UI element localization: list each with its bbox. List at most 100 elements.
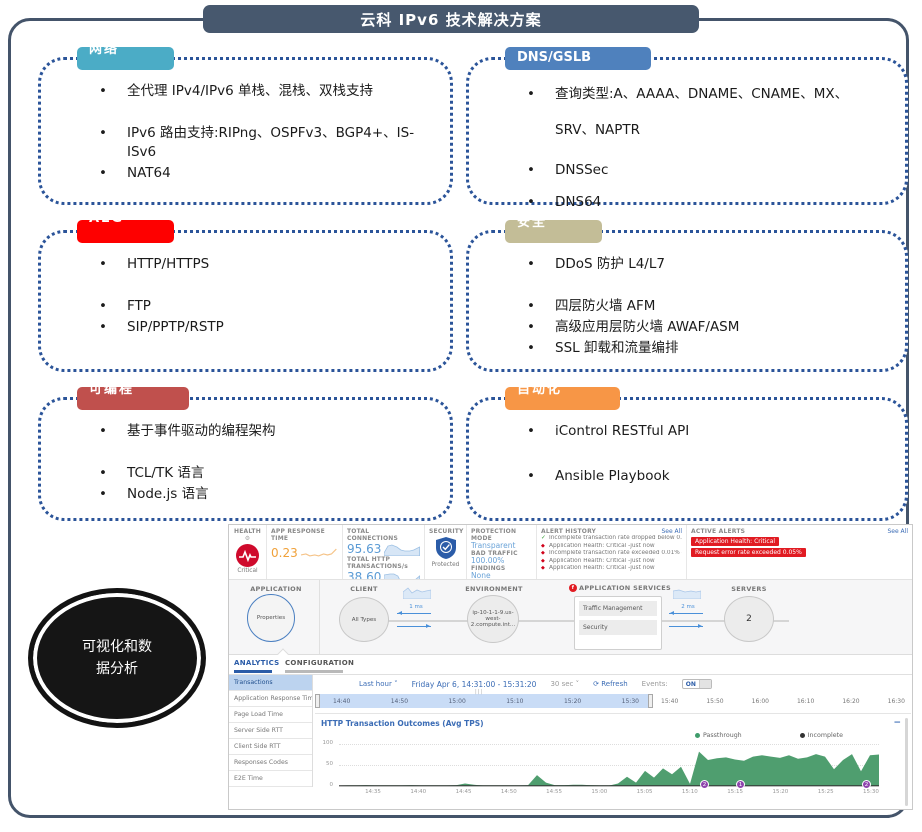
bullet-item: DNS64 [525,193,877,212]
servers-node[interactable]: 2 [724,596,774,642]
gear-icon[interactable]: ⚙ [244,535,251,542]
client-node[interactable]: All Types [339,597,389,642]
chevron-down-icon: ˅ [575,680,580,688]
legend-dot-green [695,733,700,738]
chevron-down-icon: ˅ [394,680,398,688]
event-marker[interactable]: 1 [736,780,745,789]
protection-mode-value: Transparent [471,541,516,550]
alert-history-item: Application Health: Critical -just now [549,542,655,549]
timeline-left-handle[interactable] [315,694,320,708]
visualization-callout-text: 可视化和数据分析 [82,639,152,677]
bullet-item: DNSSec [525,161,877,180]
x-axis-tick: 14:40 [410,789,427,795]
legend-item-passthrough: Passthrough [695,732,742,739]
environment-node[interactable]: ip-10-1-1-9.us-west-2.compute.int... [467,595,519,643]
bullet-item: SSL 卸载和流量编排 [525,339,877,358]
tab-configuration[interactable]: CONFIGURATION [285,659,355,673]
bullet-item: 全代理 IPv4/IPv6 单栈、混栈、双栈支持 [97,82,422,101]
tab-analytics[interactable]: ANALYTICS [234,659,280,673]
client-latency-value: 1 ms [409,604,423,610]
health-section: HEALTH ⚙ Critical [229,525,267,579]
x-axis-tick: 15:05 [636,789,653,795]
service-row-security[interactable]: Security [579,620,657,635]
chart-legend: Passthrough Incomplete [695,732,843,739]
sidebar-item-server-side-rtt[interactable]: Server Side RTT [229,723,312,739]
timeline-tick: 14:50 [390,697,409,705]
event-marker[interactable]: 2 [700,780,709,789]
timeline-selected-range[interactable]: 14:40 14:50 15:00 15:10 15:20 15:30 [319,694,653,708]
sidebar-item-page-load-time[interactable]: Page Load Time [229,707,312,723]
sidebar-item-e2e-time[interactable]: E2E Time [229,771,312,787]
health-status: Critical [237,568,258,574]
right-arrow-icon [397,624,431,628]
bullet-list: 全代理 IPv4/IPv6 单栈、混栈、双栈支持 IPv6 路由支持:RIPng… [41,60,450,183]
health-critical-icon [236,544,259,567]
bullet-list: iControl RESTful API Ansible Playbook [469,400,905,486]
x-axis-tick: 14:50 [500,789,517,795]
x-axis-line [339,786,879,787]
feature-box-automation: 自动化 iControl RESTful API Ansible Playboo… [466,387,908,521]
visualization-callout-ellipse: 可视化和数据分析 [28,588,206,728]
bad-traffic-label: BAD TRAFFIC [471,550,518,557]
right-arrow-icon [669,624,703,628]
x-axis-tick: 15:20 [772,789,789,795]
server-latency-sparkline [673,589,701,599]
sidebar-item-application-response-time[interactable]: Application Response Time [229,691,312,707]
service-row-traffic-management[interactable]: Traffic Management [579,601,657,616]
bullet-item: DDoS 防护 L4/L7 [525,255,877,274]
feature-box-programmability-label: 可编程 [77,387,189,410]
sidebar-item-responses-codes[interactable]: Responses Codes [229,755,312,771]
event-marker[interactable]: 2 [862,780,871,789]
interval-selector[interactable]: 30 sec ˅ [550,680,580,688]
diamond-icon: ◆ [541,565,545,572]
timeline-tick: 15:10 [506,697,524,705]
timeline-right-handle[interactable] [648,694,653,708]
feature-box-security: 安全 DDoS 防护 L4/L7 四层防火墙 AFM 高级应用层防火墙 AWAF… [466,220,908,372]
minimize-icon[interactable]: − [893,718,901,728]
findings-value: None [471,571,491,580]
application-properties-node[interactable]: Properties [247,594,295,642]
left-arrow-icon [397,611,431,615]
http-transactions-label: TOTAL HTTP TRANSACTIONS/s [347,556,409,570]
health-label: HEALTH [234,528,261,535]
chart-panel: HTTP Transaction Outcomes (Avg TPS) − Pa… [315,713,911,809]
bullet-item: 高级应用层防火墙 AWAF/ASM [525,318,877,337]
metrics-strip: HEALTH ⚙ Critical APP RESPONSE TIME 0.23… [229,525,912,584]
alert-history-item: Incomplete transaction rate exceeded 0.0… [549,550,682,557]
topology-band: APPLICATION Properties CLIENT All Types … [229,579,912,660]
refresh-button[interactable]: ⟳ Refresh [593,680,628,688]
timeline-grip[interactable]: ||| [475,689,484,695]
timeline-slider[interactable]: 14:40 14:50 15:00 15:10 15:20 15:30 ||| … [315,689,911,708]
findings-label: FINDINGS [471,565,506,572]
column-divider [319,580,320,654]
timeline-tick: 15:40 [661,697,679,705]
vertical-scrollbar[interactable] [905,718,908,806]
alert-history-see-all-link[interactable]: See All [661,528,682,535]
sidebar-item-transactions[interactable]: Transactions [229,675,312,691]
app-response-value: 0.23 [271,546,298,560]
alert-history-label: ALERT HISTORY [541,528,597,535]
refresh-icon: ⟳ [593,680,599,688]
bullet-list: DDoS 防护 L4/L7 四层防火墙 AFM 高级应用层防火墙 AWAF/AS… [469,233,905,358]
protection-mode-label: PROTECTION MODE [471,528,517,542]
page-title: 云科 IPv6 技术解决方案 [360,10,542,29]
x-axis-tick: 15:30 [862,789,879,795]
events-toggle-state: ON [685,681,696,688]
active-alerts-see-all-link[interactable]: See All [887,528,908,535]
events-toggle[interactable]: ON [681,679,712,689]
feature-box-network-label: 网络 [77,47,174,70]
x-axis-tick: 15:00 [591,789,608,795]
protection-section: PROTECTION MODE Transparent BAD TRAFFIC … [467,525,537,580]
app-response-label: APP RESPONSE TIME [271,528,325,542]
timeline-tick: 14:40 [333,697,351,705]
time-range-selector[interactable]: Last hour ˅ [359,680,398,688]
shield-check-icon [435,537,456,559]
bad-traffic-value: 100.00% [471,556,505,565]
total-connections-value: 95.63 [347,542,382,556]
slide-title-bar: 云科 IPv6 技术解决方案 [203,5,699,33]
security-status: Protected [431,562,460,568]
sidebar-item-client-side-rtt[interactable]: Client Side RTT [229,739,312,755]
toggle-knob [698,680,711,688]
bullet-item: FTP [97,297,422,316]
